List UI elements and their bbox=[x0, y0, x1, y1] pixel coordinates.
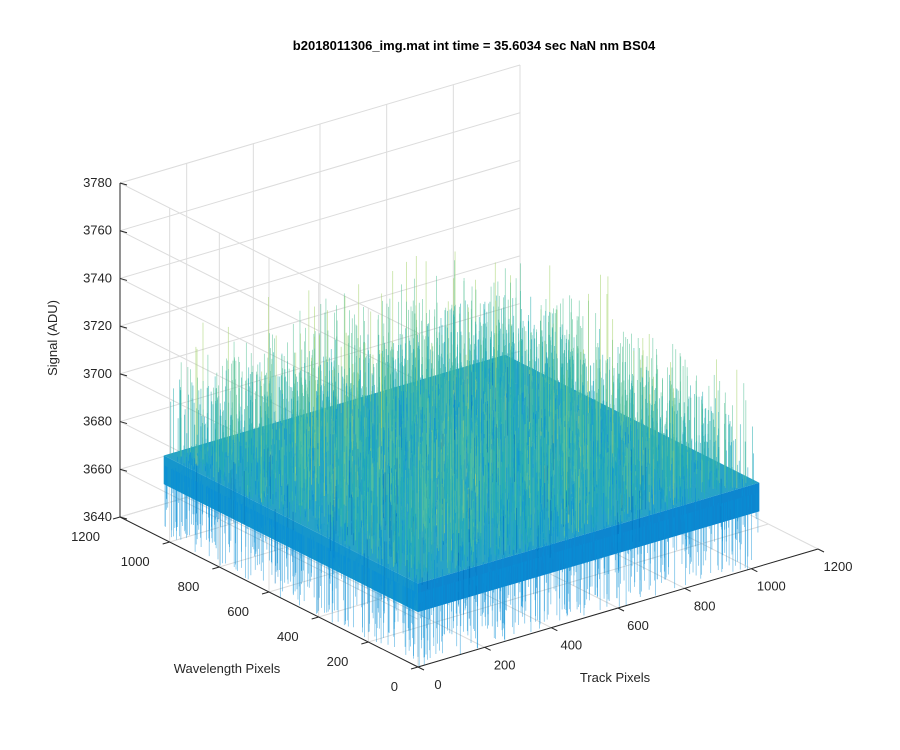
z-tick-mark bbox=[119, 421, 128, 425]
z-tick-label: 3740 bbox=[83, 270, 112, 285]
y-tick-label: 600 bbox=[227, 604, 249, 619]
z-tick-mark bbox=[119, 468, 128, 472]
y-tick-mark bbox=[261, 591, 270, 595]
x-tick-label: 0 bbox=[434, 677, 441, 692]
z-tick-mark bbox=[119, 182, 128, 186]
x-tick-mark bbox=[484, 646, 491, 651]
z-tick-mark bbox=[119, 373, 128, 377]
wall-grid-line bbox=[119, 64, 521, 184]
z-tick-mark bbox=[119, 516, 128, 520]
x-tick-label: 400 bbox=[560, 638, 582, 653]
x-tick-label: 200 bbox=[494, 657, 516, 672]
y-tick-mark bbox=[361, 641, 369, 645]
y-tick-label: 1200 bbox=[71, 529, 100, 544]
z-tick-label: 3640 bbox=[83, 509, 112, 524]
z-tick-label: 3660 bbox=[83, 461, 112, 476]
x-tick-mark bbox=[817, 548, 825, 553]
ticks-layer: 0 200 400 600 800 1000 1200 0 200 400 600 800 1000 12… bbox=[71, 175, 852, 694]
z-tick-label: 3780 bbox=[83, 175, 112, 190]
z-axis-label: Signal (ADU) bbox=[45, 300, 60, 376]
y-tick-mark bbox=[112, 516, 121, 520]
x-tick-label: 600 bbox=[627, 618, 649, 633]
wall-grid-line bbox=[119, 182, 419, 334]
y-tick-label: 0 bbox=[391, 679, 398, 694]
x-tick-mark bbox=[417, 666, 425, 671]
chart-title: b2018011306_img.mat int time = 35.6034 s… bbox=[293, 38, 656, 53]
x-tick-mark bbox=[751, 568, 758, 573]
y-tick-mark bbox=[311, 616, 319, 620]
wall-grid-line bbox=[119, 159, 521, 279]
z-tick-label: 3700 bbox=[83, 366, 112, 381]
x-tick-label: 800 bbox=[694, 598, 716, 613]
y-tick-mark bbox=[162, 541, 170, 545]
y-tick-mark bbox=[212, 566, 220, 570]
z-tick-mark bbox=[119, 325, 128, 329]
x-tick-label: 1000 bbox=[757, 579, 786, 594]
y-axis-label: Wavelength Pixels bbox=[174, 661, 281, 676]
z-tick-label: 3720 bbox=[83, 318, 112, 333]
z-tick-label: 3680 bbox=[83, 414, 112, 429]
z-tick-mark bbox=[119, 230, 128, 234]
x-tick-mark bbox=[551, 627, 558, 632]
x-tick-mark bbox=[684, 587, 691, 592]
y-tick-label: 800 bbox=[178, 579, 200, 594]
wall-grid-line bbox=[119, 207, 521, 327]
wall-grid-line bbox=[119, 112, 521, 232]
x-tick-label: 1200 bbox=[824, 559, 853, 574]
x-tick-mark bbox=[617, 607, 625, 612]
z-tick-mark bbox=[119, 277, 128, 281]
x-axis-label: Track Pixels bbox=[580, 670, 651, 685]
z-tick-label: 3760 bbox=[83, 223, 112, 238]
surface-layer bbox=[163, 251, 760, 667]
y-tick-label: 1000 bbox=[121, 554, 150, 569]
wall-grid-line bbox=[119, 255, 521, 375]
y-tick-mark bbox=[410, 666, 419, 670]
y-tick-label: 200 bbox=[327, 654, 349, 669]
y-tick-label: 400 bbox=[277, 629, 299, 644]
